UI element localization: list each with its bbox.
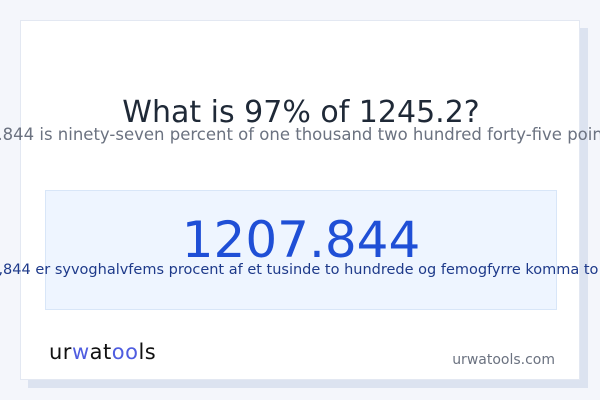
- subtitle: 1207.844 is ninety-seven percent of one …: [0, 125, 600, 144]
- result-value: 1207.844: [181, 211, 421, 269]
- result-box: 1207.844: [45, 190, 557, 310]
- site-link[interactable]: urwatools.com: [452, 352, 555, 368]
- result-card: What is 97% of 1245.2? 1207.844 urwatool…: [20, 20, 580, 380]
- urwatools-logo[interactable]: urwatools: [49, 340, 157, 364]
- result-words: 1207,844 er syvoghalvfems procent af et …: [0, 262, 599, 278]
- page-title: What is 97% of 1245.2?: [122, 95, 480, 130]
